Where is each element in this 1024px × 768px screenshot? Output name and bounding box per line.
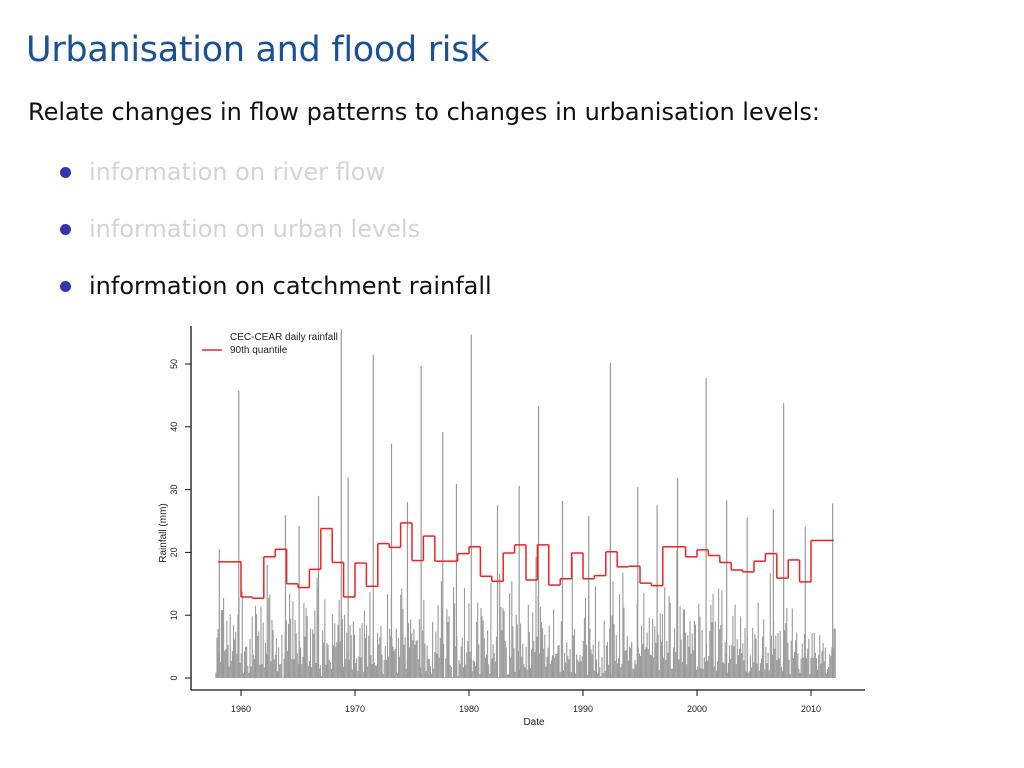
y-tick-label: 0 bbox=[169, 675, 179, 680]
bullet-item-river-flow: information on river flow bbox=[58, 150, 492, 207]
y-axis-label: Rainfall (mm) bbox=[158, 503, 169, 562]
x-tick-label: 1960 bbox=[231, 704, 251, 714]
y-tick-label: 20 bbox=[169, 547, 179, 557]
bullet-dot-icon bbox=[60, 281, 71, 292]
x-tick-label: 2010 bbox=[801, 704, 821, 714]
bullet-label: information on urban levels bbox=[89, 215, 421, 243]
x-tick-label: 1990 bbox=[573, 704, 593, 714]
legend: CEC-CEAR daily rainfall 90th quantile bbox=[202, 332, 338, 356]
x-axis-label: Date bbox=[523, 717, 545, 728]
y-tick-label: 10 bbox=[169, 610, 179, 620]
quantile-series bbox=[218, 522, 834, 599]
y-tick-label: 40 bbox=[169, 422, 179, 432]
bullet-list: information on river flow information on… bbox=[58, 150, 492, 321]
slide-title: Urbanisation and flood risk bbox=[26, 30, 490, 70]
bullet-item-catchment-rainfall: information on catchment rainfall bbox=[58, 264, 492, 321]
legend-label-rainfall: CEC-CEAR daily rainfall bbox=[230, 332, 338, 343]
intro-text: Relate changes in flow patterns to chang… bbox=[28, 98, 820, 126]
x-tick-label: 2000 bbox=[687, 704, 707, 714]
bullet-label: information on catchment rainfall bbox=[89, 272, 492, 300]
bullet-item-urban-levels: information on urban levels bbox=[58, 207, 492, 264]
y-tick-label: 30 bbox=[169, 485, 179, 495]
bullet-dot-icon bbox=[60, 167, 71, 178]
axes: 0 10 20 30 40 50 1960 1970 1980 1990 2000 2010 bbox=[169, 326, 865, 714]
daily-rainfall-series bbox=[215, 329, 836, 678]
y-tick-label: 50 bbox=[169, 359, 179, 369]
rainfall-chart: 0 10 20 30 40 50 1960 1970 1980 1990 2000 2010 CEC-… bbox=[158, 326, 865, 728]
bullet-label: information on river flow bbox=[89, 158, 386, 186]
x-tick-label: 1980 bbox=[459, 704, 479, 714]
x-tick-label: 1970 bbox=[345, 704, 365, 714]
legend-label-quantile: 90th quantile bbox=[230, 345, 288, 356]
bullet-dot-icon bbox=[60, 224, 71, 235]
